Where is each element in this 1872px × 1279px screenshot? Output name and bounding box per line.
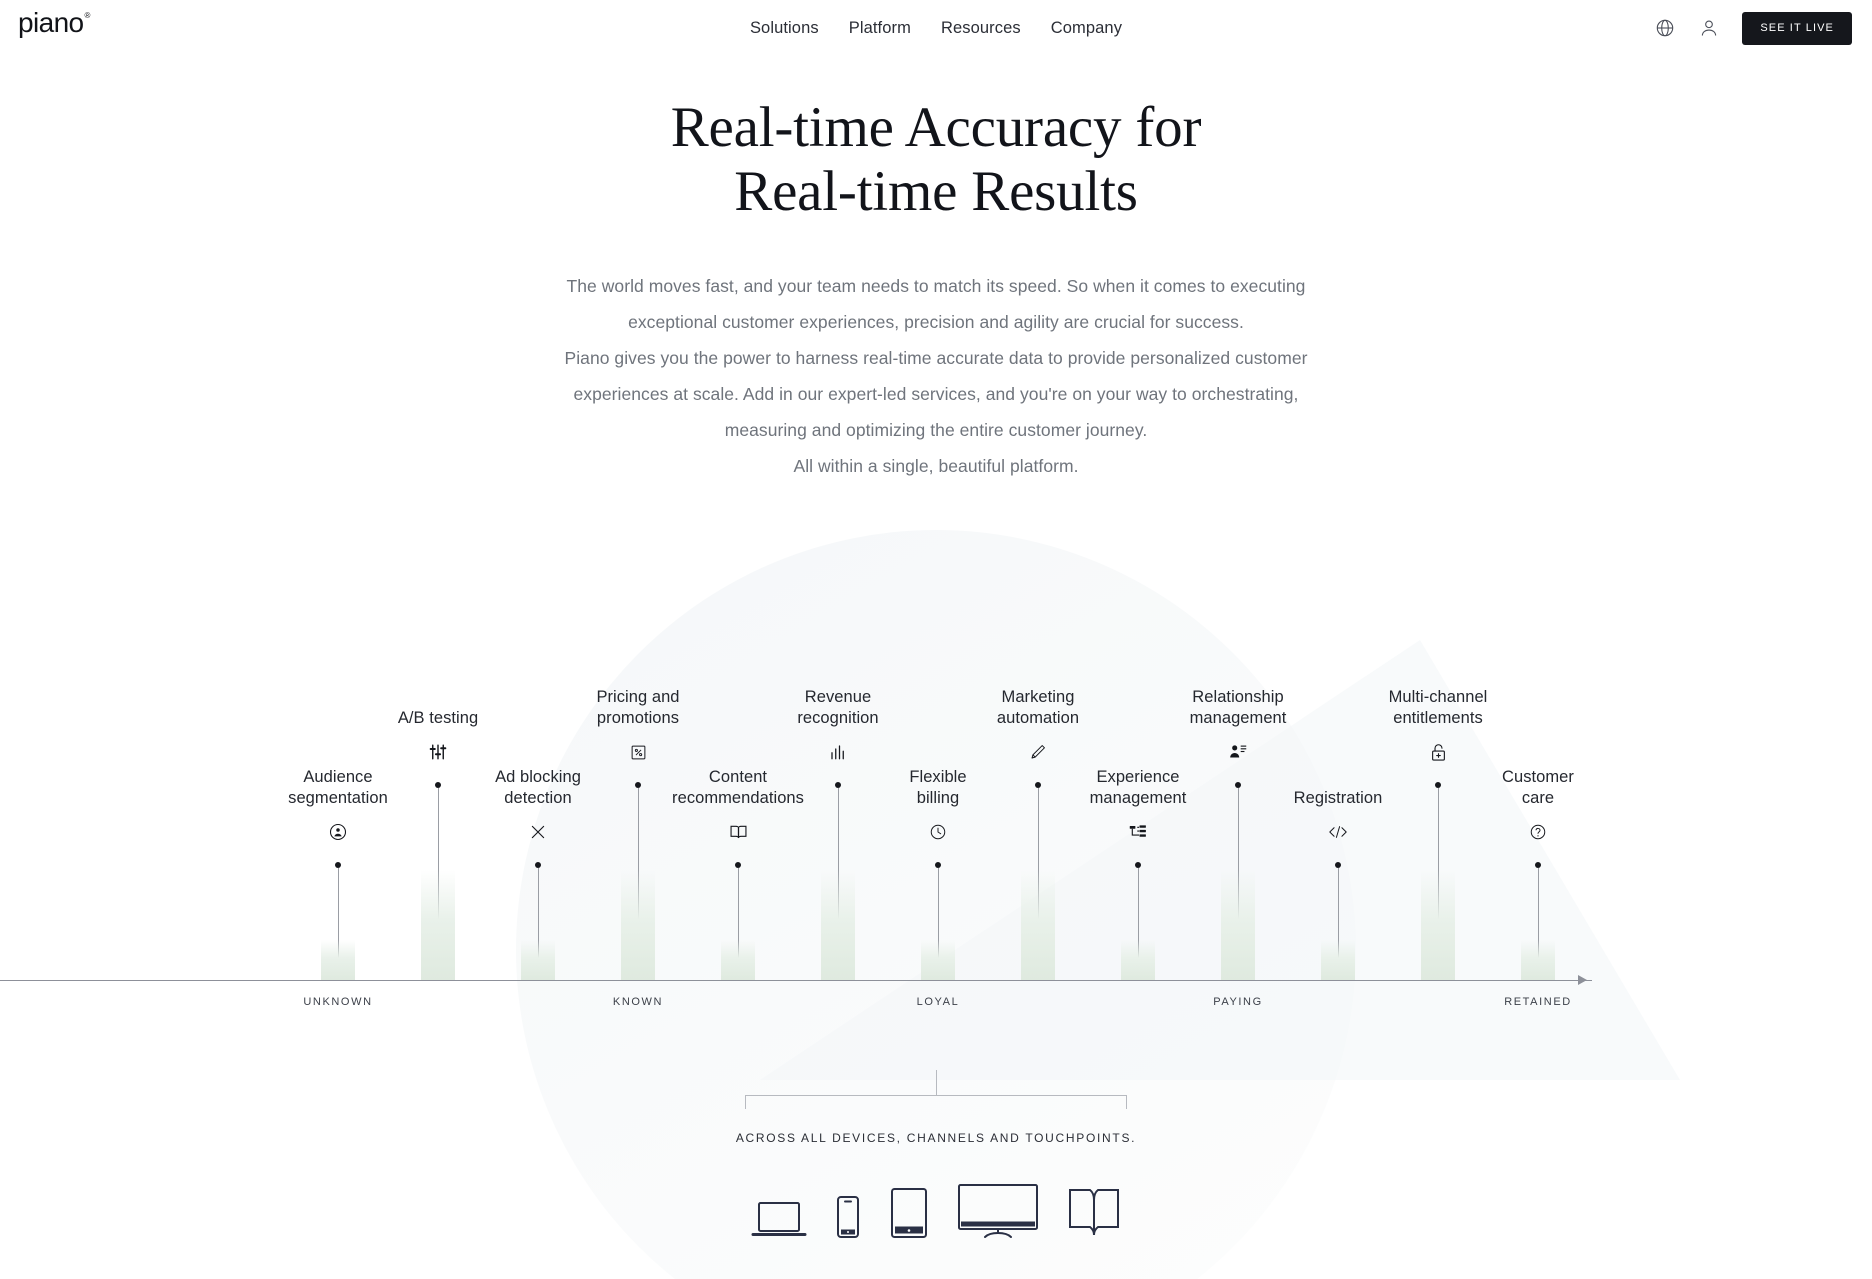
hero-paragraph-1: The world moves fast, and your team need… [566,275,1306,332]
journey-stage-label: PAYING [1213,996,1263,1008]
customer-journey-diagram: Audience segmentation A/B testing Ad block… [0,688,1872,1008]
question-circle-icon [1529,822,1547,842]
journey-node-stem [337,868,339,980]
journey-node-stem [1537,868,1539,980]
journey-node-dot [435,782,441,788]
page-title: Real-time Accuracy for Real-time Results [670,96,1202,223]
bracket-leg-right [1126,1095,1127,1109]
logo-trademark-icon: ® [84,11,91,20]
journey-node-label: Customer care [1502,767,1574,807]
devices-caption: ACROSS ALL DEVICES, CHANNELS AND TOUCHPO… [735,1131,1137,1145]
book-icon [1069,1189,1119,1236]
lock-plus-icon [1430,742,1447,762]
journey-stage-label: RETAINED [1504,996,1572,1008]
pencil-icon [1029,742,1047,762]
bracket-leg-left [745,1095,746,1109]
journey-node[interactable]: Audience segmentation [238,767,438,980]
nav-item-platform[interactable]: Platform [848,18,911,37]
tablet-icon [891,1188,927,1238]
nav-item-company[interactable]: Company [1050,18,1123,37]
nav-item-solutions[interactable]: Solutions [749,18,819,37]
journey-node-label: Relationship management [1189,687,1287,727]
hero-paragraph-3: All within a single, beautiful platform. [793,455,1079,476]
journey-node-label: Multi-channel entitlements [1388,687,1488,727]
header-actions: SEE IT LIVE [1654,0,1852,56]
hero-section: Real-time Accuracy for Real-time Results… [0,96,1872,484]
device-icon-row [0,1183,1872,1239]
bracket-connector [745,1070,1127,1109]
piano-logo[interactable]: piano ® [18,9,90,37]
sliders-icon [429,742,447,762]
hero-description: The world moves fast, and your team need… [536,268,1336,484]
see-it-live-button[interactable]: SEE IT LIVE [1742,11,1852,45]
phone-icon [837,1196,859,1238]
journey-node-dot [335,862,341,868]
user-list-icon [1228,742,1248,762]
site-header: piano ® Solutions Platform Resources Com… [0,0,1872,56]
laptop-icon [751,1202,807,1236]
journey-stage-label: LOYAL [916,996,960,1008]
devices-section: ACROSS ALL DEVICES, CHANNELS AND TOUCHPO… [0,1070,1872,1239]
bracket-top [745,1095,1127,1096]
user-icon[interactable] [1698,17,1720,39]
logo-wordmark: piano [18,7,84,38]
journey-stage-label: UNKNOWN [303,996,373,1008]
bar-chart-icon [829,742,847,762]
journey-node-label: Audience segmentation [288,767,388,807]
journey-node-label: A/B testing [397,708,479,727]
bracket-stem [936,1070,937,1095]
journey-node[interactable]: A/B testing [338,708,538,980]
journey-node-label: Revenue recognition [797,687,879,727]
hero-paragraph-2: Piano gives you the power to harness rea… [564,347,1308,440]
user-circle-icon [328,822,348,842]
journey-node[interactable]: Customer care [1438,767,1638,980]
journey-node-label: Marketing automation [996,687,1080,727]
journey-node-label: Pricing and promotions [596,687,680,727]
tv-icon [958,1184,1038,1238]
globe-icon[interactable] [1654,17,1676,39]
main-navigation: Solutions Platform Resources Company [0,0,1872,56]
journey-stage-label: KNOWN [612,996,664,1008]
journey-axis [0,980,1592,981]
nav-item-resources[interactable]: Resources [940,18,1021,37]
percent-box-icon [630,742,647,762]
